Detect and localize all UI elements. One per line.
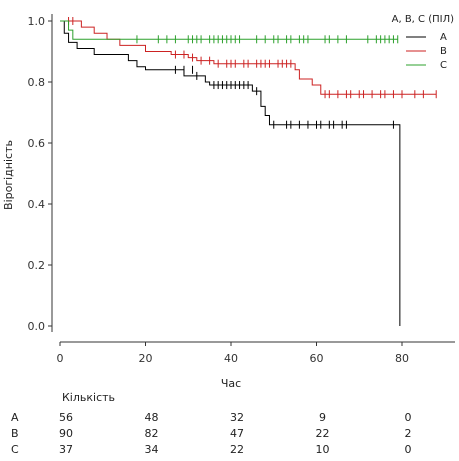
risk-count: 82	[145, 427, 159, 440]
x-tick-label: 40	[224, 352, 238, 365]
risk-count: 34	[145, 443, 159, 456]
survival-curve-C	[60, 20, 398, 40]
x-tick-label: 60	[310, 352, 324, 365]
legend: A, B, C (ПІЛ) ABC	[392, 14, 454, 71]
risk-count: 37	[59, 443, 73, 456]
x-axis-title: Час	[221, 377, 241, 390]
risk-table-title: Кількість	[62, 391, 115, 404]
y-tick-label: 0.8	[28, 76, 46, 89]
risk-row-label: A	[11, 411, 19, 424]
risk-count: 48	[145, 411, 159, 424]
y-tick-label: 0.2	[28, 259, 46, 272]
risk-count: 56	[59, 411, 73, 424]
risk-count: 22	[230, 443, 244, 456]
risk-count: 0	[405, 443, 412, 456]
y-tick-label: 0.0	[28, 320, 46, 333]
risk-count: 9	[319, 411, 326, 424]
risk-count: 90	[59, 427, 73, 440]
y-axis-title: Вірогідність	[2, 140, 15, 210]
legend-label-A: A	[440, 32, 447, 43]
survival-curve-A	[60, 20, 401, 326]
legend-title: A, B, C (ПІЛ)	[392, 14, 454, 25]
survival-curve-B	[60, 20, 437, 95]
axes: 0.0 0.2 0.4 0.6 0.8 1.0 0 20 40 60 80 Час Вірогідніс…	[2, 14, 455, 390]
y-tick-label: 1.0	[28, 15, 46, 28]
risk-row-label: B	[11, 427, 19, 440]
risk-count: 0	[405, 411, 412, 424]
risk-count: 2	[405, 427, 412, 440]
survival-curves	[60, 17, 437, 326]
y-tick-label: 0.6	[28, 137, 46, 150]
y-tick-label: 0.4	[28, 198, 46, 211]
legend-label-B: B	[440, 46, 447, 57]
x-tick-label: 80	[395, 352, 409, 365]
risk-count: 32	[230, 411, 244, 424]
series-B	[60, 17, 437, 99]
series-A	[60, 20, 401, 326]
series-C	[60, 20, 399, 44]
x-tick-label: 0	[57, 352, 64, 365]
legend-label-C: C	[440, 60, 447, 71]
risk-count: 22	[316, 427, 330, 440]
risk-count: 47	[230, 427, 244, 440]
risk-count: 10	[316, 443, 330, 456]
risk-row-label: C	[11, 443, 19, 456]
x-tick-label: 20	[139, 352, 153, 365]
